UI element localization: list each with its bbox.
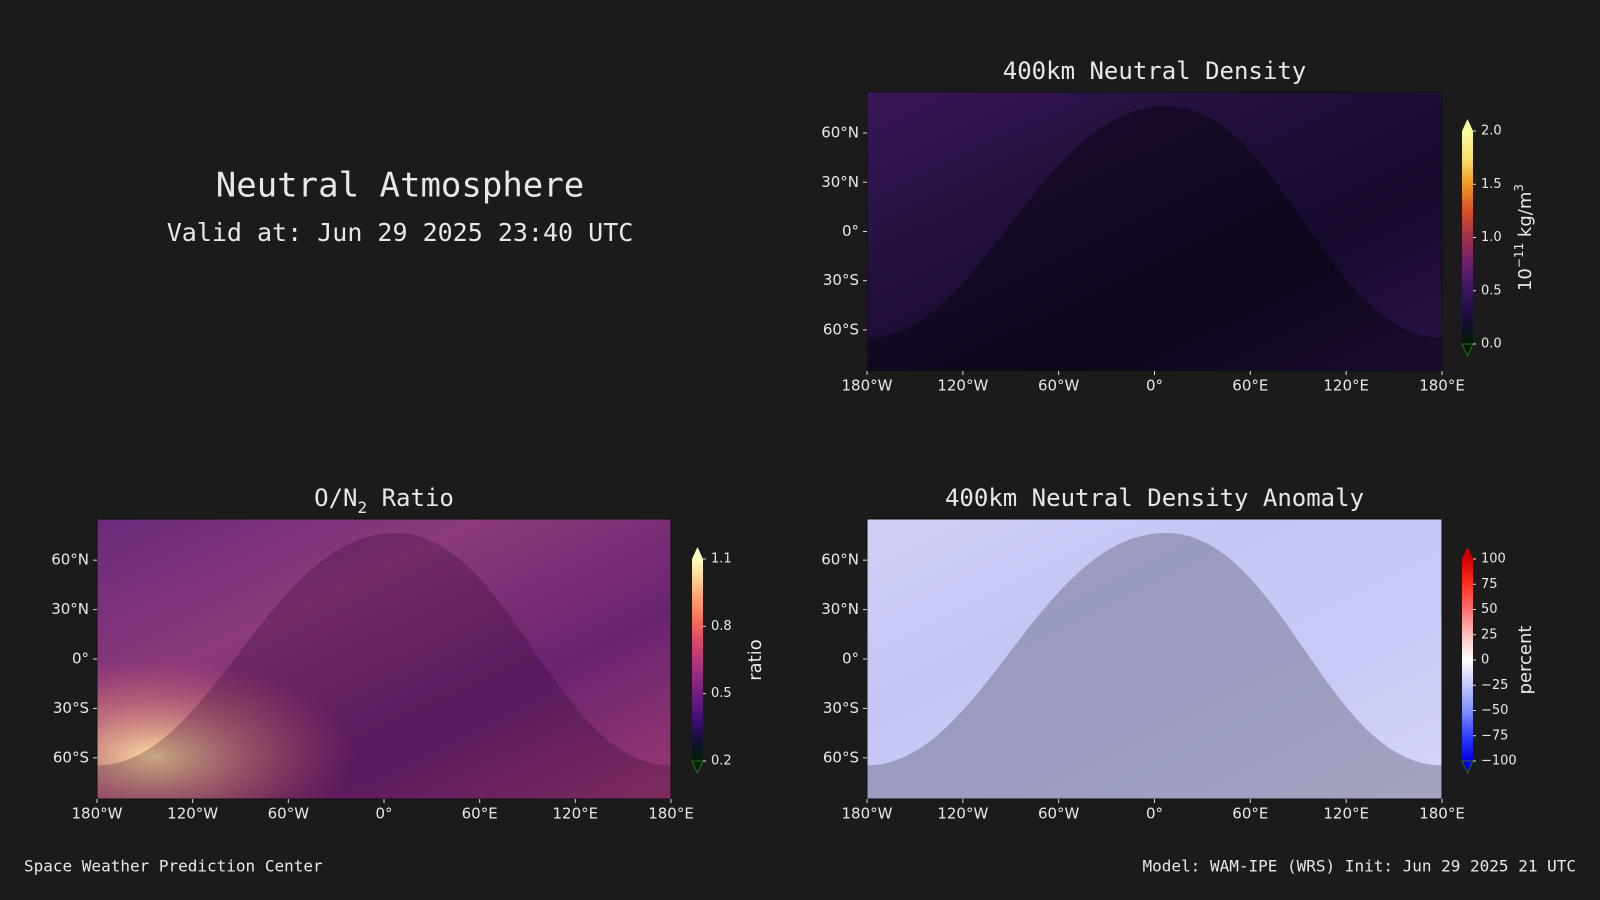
x-tick-label: 60°W: [268, 805, 310, 823]
colorbar-extend-min: [1461, 343, 1474, 358]
colorbar-tick-label: 0.5: [1481, 283, 1502, 298]
x-tick-label: 60°W: [1038, 377, 1080, 395]
colorbar-label: 10−11 kg/m3: [1512, 184, 1537, 291]
map-title: 400km Neutral Density Anomaly: [945, 484, 1364, 512]
y-tick-label: 0°: [842, 650, 859, 668]
x-tick-label: 180°W: [72, 805, 123, 823]
x-tick-label: 180°W: [842, 805, 893, 823]
colorbar-tick-label: 50: [1481, 602, 1498, 617]
x-tick-label: 0°: [375, 805, 392, 823]
title-part: 2: [358, 498, 368, 517]
title-part: Ratio: [367, 484, 454, 512]
colorbar: [1462, 131, 1473, 344]
label-part: percent: [1515, 626, 1536, 695]
colorbar-tick-label: 0.2: [711, 754, 732, 769]
colorbar-tick-label: 2.0: [1481, 124, 1502, 139]
colorbar-tick-label: 25: [1481, 627, 1498, 642]
footer-right: Model: WAM-IPE (WRS) Init: Jun 29 2025 2…: [1143, 857, 1576, 876]
x-tick-label: 0°: [1146, 377, 1163, 395]
y-tick-label: 30°S: [53, 699, 89, 717]
map-field: [867, 92, 1442, 371]
colorbar-extend-max: [1462, 547, 1473, 559]
x-tick-label: 120°E: [1323, 377, 1369, 395]
night-shade: [867, 105, 1442, 371]
label-part: −11: [1512, 243, 1526, 268]
colorbar-extend-max: [1462, 119, 1473, 131]
y-tick-label: 30°N: [821, 173, 859, 191]
colorbar-label: ratio: [745, 639, 766, 681]
y-tick-label: 60°N: [821, 551, 859, 569]
y-tick-label: 60°S: [823, 748, 859, 766]
label-part: ratio: [745, 639, 766, 681]
map-title: O/N2 Ratio: [314, 484, 454, 517]
y-tick-label: 0°: [72, 650, 89, 668]
footer-left: Space Weather Prediction Center: [24, 857, 323, 876]
map-field: [867, 519, 1442, 799]
x-tick-label: 180°E: [1419, 805, 1465, 823]
colorbar-label: percent: [1515, 626, 1536, 695]
colorbar-tick-label: 1.0: [1481, 230, 1502, 245]
map-hotspot: [97, 519, 671, 799]
title-part: 400km Neutral Density: [1003, 57, 1306, 85]
colorbar-tick-label: 75: [1481, 577, 1498, 592]
x-tick-label: 120°E: [1323, 805, 1369, 823]
y-tick-label: 0°: [842, 222, 859, 240]
y-tick-label: 30°S: [823, 699, 859, 717]
y-tick-label: 60°S: [53, 748, 89, 766]
page-title: Neutral Atmosphere: [216, 166, 584, 206]
colorbar-extend-min: [1461, 760, 1474, 775]
x-tick-label: 120°W: [167, 805, 218, 823]
x-tick-label: 180°E: [648, 805, 694, 823]
colorbar: [692, 559, 703, 761]
night-shade: [97, 533, 671, 799]
y-tick-label: 60°S: [823, 320, 859, 338]
x-tick-label: 60°E: [462, 805, 498, 823]
colorbar-tick-label: 0.0: [1481, 337, 1502, 352]
y-tick-label: 30°N: [821, 600, 859, 618]
colorbar-tick-label: −50: [1481, 703, 1508, 718]
label-part: 10: [1515, 268, 1536, 291]
colorbar-tick-label: 0: [1481, 653, 1489, 668]
title-part: O/N: [314, 484, 357, 512]
night-shade: [867, 533, 1442, 799]
x-tick-label: 120°W: [937, 377, 988, 395]
colorbar-tick-label: 1.5: [1481, 177, 1502, 192]
x-tick-label: 180°W: [842, 377, 893, 395]
colorbar-tick-label: 1.1: [711, 552, 732, 567]
y-tick-label: 30°N: [51, 600, 89, 618]
y-tick-label: 30°S: [823, 271, 859, 289]
colorbar-tick-label: 0.8: [711, 619, 732, 634]
colorbar-tick-label: −100: [1481, 754, 1517, 769]
map-title: 400km Neutral Density: [1003, 57, 1306, 85]
x-tick-label: 120°W: [937, 805, 988, 823]
x-tick-label: 60°E: [1232, 377, 1268, 395]
label-part: kg/m: [1515, 192, 1536, 243]
title-part: 400km Neutral Density Anomaly: [945, 484, 1364, 512]
x-tick-label: 60°E: [1232, 805, 1268, 823]
colorbar-extend-min: [691, 760, 704, 775]
x-tick-label: 60°W: [1038, 805, 1080, 823]
colorbar-tick-label: 100: [1481, 552, 1506, 567]
colorbar-extend-max: [692, 547, 703, 559]
x-tick-label: 180°E: [1419, 377, 1465, 395]
y-tick-label: 60°N: [51, 551, 89, 569]
x-tick-label: 0°: [1146, 805, 1163, 823]
colorbar: [1462, 559, 1473, 761]
label-part: 3: [1512, 184, 1526, 192]
valid-time: Valid at: Jun 29 2025 23:40 UTC: [167, 218, 634, 247]
colorbar-tick-label: 0.5: [711, 686, 732, 701]
colorbar-tick-label: −25: [1481, 678, 1508, 693]
y-tick-label: 60°N: [821, 124, 859, 142]
x-tick-label: 120°E: [553, 805, 599, 823]
colorbar-tick-label: −75: [1481, 728, 1508, 743]
